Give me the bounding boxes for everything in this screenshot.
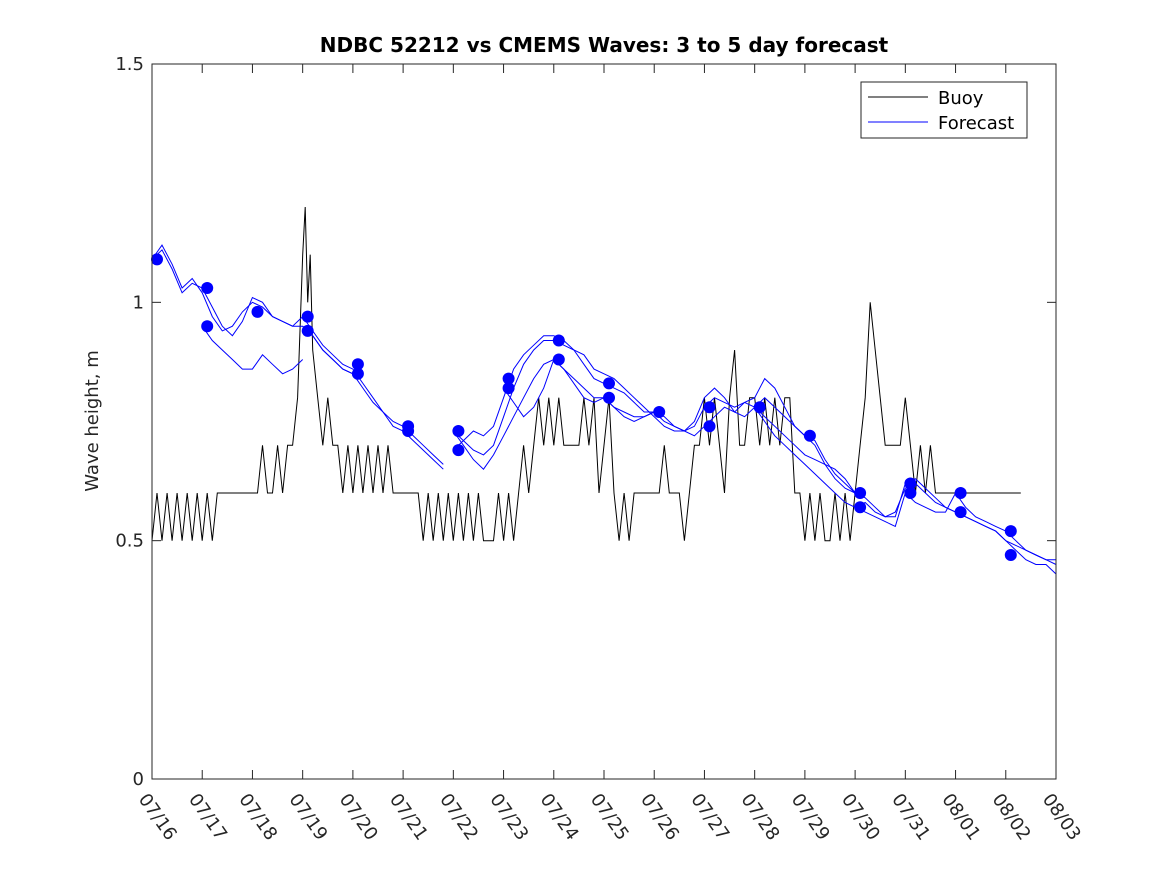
forecast-marker: [703, 401, 716, 414]
forecast-marker: [151, 253, 163, 266]
x-tick-label: 07/28: [737, 790, 784, 845]
forecast-marker: [201, 282, 214, 294]
forecast-marker: [201, 320, 214, 333]
forecast-series-line-2: [151, 249, 304, 337]
x-tick-label: 07/24: [536, 790, 583, 845]
x-tick-label: 07/16: [134, 790, 181, 845]
forecast-marker: [452, 444, 465, 457]
forecast-marker: [552, 334, 565, 347]
legend-entry-buoy: Buoy: [938, 88, 984, 109]
forecast-series-line-5: [302, 325, 444, 465]
x-tick-label: 07/30: [837, 790, 884, 845]
forecast-series-line-14: [955, 511, 1057, 575]
y-axis-label: Wave height, m: [82, 350, 103, 491]
forecast-marker: [402, 425, 415, 437]
forecast-marker: [803, 429, 816, 442]
forecast-marker: [954, 506, 967, 519]
forecast-marker: [452, 425, 465, 437]
forecast-marker: [1004, 525, 1017, 538]
x-tick-label: 07/22: [435, 790, 482, 845]
x-tick-label: 07/27: [686, 790, 733, 845]
x-tick-label: 08/02: [988, 790, 1035, 845]
legend-box: [860, 81, 1028, 139]
forecast-marker: [251, 305, 264, 318]
forecast-series-line-7: [452, 335, 856, 494]
forecast-marker: [351, 358, 364, 371]
x-tick-label: 07/20: [335, 790, 382, 845]
x-tick-label: 07/29: [787, 790, 834, 845]
y-tick-label: 0: [133, 769, 144, 790]
forecast-series-line-13: [904, 492, 1056, 561]
y-tick-label: 1.5: [115, 54, 144, 75]
forecast-marker: [603, 377, 615, 390]
forecast-series-line-10: [704, 406, 906, 528]
legend: Buoy Forecast: [860, 81, 1028, 139]
x-tick-label: 08/03: [1038, 790, 1085, 845]
forecast-marker: [703, 420, 716, 433]
chart-title: NDBC 52212 vs CMEMS Waves: 3 to 5 day fo…: [320, 33, 889, 57]
forecast-marker: [753, 401, 766, 414]
x-tick-label: 07/31: [887, 790, 934, 845]
forecast-series-line-4: [302, 316, 444, 470]
forecast-marker: [1004, 549, 1017, 561]
forecast-marker: [854, 501, 867, 514]
forecast-marker: [502, 382, 515, 395]
forecast-marker: [904, 487, 917, 499]
legend-entry-forecast: Forecast: [938, 113, 1014, 134]
x-tick-label: 07/19: [285, 790, 332, 845]
forecast-marker: [351, 367, 364, 380]
x-tick-label: 07/21: [385, 790, 432, 845]
x-tick-label: 07/23: [485, 790, 532, 845]
plot-area: [152, 64, 1056, 779]
x-tick-label: 08/01: [937, 790, 984, 845]
y-tick-label: 1: [133, 292, 144, 313]
forecast-marker: [954, 487, 967, 499]
x-tick-label: 07/18: [234, 790, 281, 845]
x-tick-label: 07/17: [184, 790, 231, 845]
plot-background: [152, 64, 1056, 779]
forecast-marker: [603, 391, 615, 404]
forecast-marker: [301, 310, 314, 323]
y-tick-label: 0.5: [115, 531, 144, 552]
forecast-marker: [301, 324, 314, 337]
forecast-series-line-3: [201, 325, 304, 375]
data-series-layer: [151, 206, 1057, 575]
forecast-marker: [854, 487, 867, 499]
forecast-marker: [904, 477, 917, 490]
forecast-marker: [552, 353, 565, 366]
forecast-marker: [653, 406, 666, 418]
x-tick-label: 07/26: [636, 790, 683, 845]
forecast-marker: [502, 372, 515, 385]
x-tick-label: 07/25: [586, 790, 633, 845]
buoy-series-line: [151, 206, 1021, 542]
